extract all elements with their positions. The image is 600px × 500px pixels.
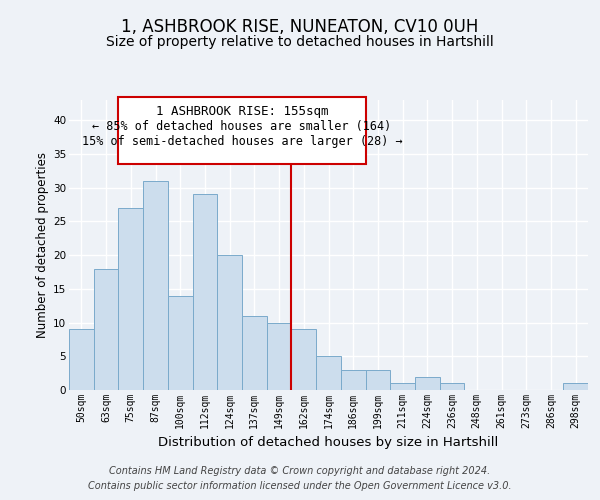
Bar	[563, 384, 588, 390]
X-axis label: Distribution of detached houses by size in Hartshill: Distribution of detached houses by size …	[158, 436, 499, 450]
Bar	[365, 370, 390, 390]
Bar	[390, 384, 415, 390]
Text: ← 85% of detached houses are smaller (164): ← 85% of detached houses are smaller (16…	[92, 120, 392, 133]
Bar	[415, 376, 440, 390]
Bar	[267, 322, 292, 390]
Bar	[217, 255, 242, 390]
Text: Contains public sector information licensed under the Open Government Licence v3: Contains public sector information licen…	[88, 481, 512, 491]
Text: Size of property relative to detached houses in Hartshill: Size of property relative to detached ho…	[106, 35, 494, 49]
Bar	[94, 268, 118, 390]
Bar	[242, 316, 267, 390]
Y-axis label: Number of detached properties: Number of detached properties	[36, 152, 49, 338]
Bar	[193, 194, 217, 390]
Text: 15% of semi-detached houses are larger (28) →: 15% of semi-detached houses are larger (…	[82, 135, 403, 148]
Bar	[292, 330, 316, 390]
Text: 1, ASHBROOK RISE, NUNEATON, CV10 0UH: 1, ASHBROOK RISE, NUNEATON, CV10 0UH	[121, 18, 479, 36]
FancyBboxPatch shape	[118, 96, 365, 164]
Bar	[316, 356, 341, 390]
Text: 1 ASHBROOK RISE: 155sqm: 1 ASHBROOK RISE: 155sqm	[156, 106, 328, 118]
Bar	[440, 384, 464, 390]
Bar	[143, 181, 168, 390]
Bar	[118, 208, 143, 390]
Bar	[341, 370, 365, 390]
Text: Contains HM Land Registry data © Crown copyright and database right 2024.: Contains HM Land Registry data © Crown c…	[109, 466, 491, 476]
Bar	[69, 330, 94, 390]
Bar	[168, 296, 193, 390]
